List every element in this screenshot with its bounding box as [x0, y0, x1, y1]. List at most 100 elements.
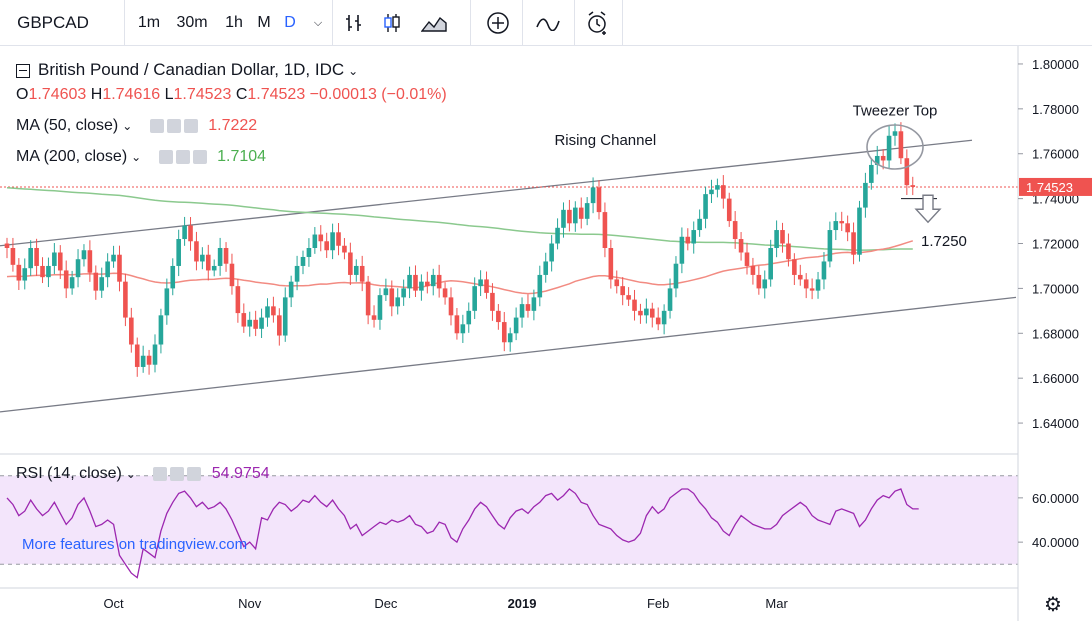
- candle: [803, 273, 809, 299]
- down-arrow-icon: [914, 194, 942, 224]
- interval-dropdown-chevron-down-icon[interactable]: ⌵: [313, 17, 323, 29]
- candle: [501, 312, 507, 352]
- candle: [235, 279, 241, 323]
- candle-body: [413, 274, 418, 291]
- ma50-remove-close-icon[interactable]: [183, 118, 198, 133]
- candle: [857, 200, 862, 262]
- alert-clock-icon[interactable]: [580, 0, 616, 46]
- tweezer-top-label: Tweezer Top: [853, 103, 938, 120]
- ma200-remove-close-icon[interactable]: [192, 149, 207, 164]
- ma50-chevron-down-icon[interactable]: ⌄: [122, 119, 133, 133]
- candle-body: [590, 187, 596, 204]
- candle: [726, 192, 732, 227]
- rsi-remove-close-icon[interactable]: [187, 466, 202, 481]
- candle-body: [383, 288, 389, 296]
- candle: [10, 237, 16, 272]
- tradingview-watermark-link[interactable]: More features on tradingview.com: [22, 536, 248, 553]
- chart-settings-gear-icon[interactable]: ⚙: [1044, 594, 1062, 616]
- ma50-legend[interactable]: MA (50, close) ⌄ 1.7222: [16, 117, 257, 135]
- last-price-badge-label: 1.74523: [1026, 180, 1073, 195]
- candle: [46, 257, 51, 288]
- ohlc-legend: O1.74603 H1.74616 L1.74523 C1.74523 −0.0…: [16, 86, 447, 104]
- candle-body: [726, 198, 732, 222]
- candle-body: [312, 234, 318, 248]
- candle-body: [466, 310, 472, 325]
- interval-month-button[interactable]: M: [257, 14, 271, 31]
- rsi-legend[interactable]: RSI (14, close) ⌄ 54.9754: [16, 465, 270, 483]
- candle-body: [892, 131, 898, 136]
- candle-body: [407, 274, 412, 289]
- last-price-badge: [1019, 177, 1092, 196]
- candle-body: [194, 241, 199, 262]
- candle-body: [602, 212, 608, 248]
- candle-body: [188, 225, 193, 242]
- add-indicator-icon[interactable]: [480, 0, 516, 46]
- candle: [738, 232, 744, 261]
- interval-1m-button[interactable]: 1m: [137, 14, 161, 31]
- candle: [259, 308, 264, 338]
- indicators-icon[interactable]: [528, 0, 568, 46]
- candle: [815, 271, 821, 299]
- candle-body: [63, 270, 69, 289]
- candle: [63, 260, 69, 299]
- candle: [780, 222, 785, 253]
- chart-canvas[interactable]: Tweezer Top Rising Channel 1.7250 1.80000 1…: [0, 46, 1092, 621]
- candle-body: [496, 310, 501, 323]
- interval-30m-button[interactable]: 30m: [176, 14, 208, 31]
- candle-body: [561, 209, 566, 228]
- candle-body: [608, 248, 614, 280]
- candle: [99, 267, 105, 298]
- candle-style-icon[interactable]: [374, 0, 410, 46]
- candle-body: [348, 252, 353, 275]
- candle: [561, 202, 566, 238]
- ma200-visibility-eye-icon[interactable]: [158, 149, 173, 164]
- title-chevron-down-icon[interactable]: ⌄: [348, 64, 359, 78]
- candle: [649, 302, 655, 328]
- interval-day-button[interactable]: D: [284, 14, 296, 31]
- candle-body: [359, 265, 365, 282]
- candle-body: [614, 279, 620, 287]
- ma200-legend[interactable]: MA (200, close) ⌄ 1.7104: [16, 148, 266, 166]
- collapse-icon[interactable]: [16, 63, 30, 78]
- candle: [797, 264, 803, 286]
- ma50-settings-gear-icon[interactable]: [166, 118, 181, 133]
- candle: [217, 237, 223, 276]
- candle: [839, 211, 845, 232]
- rsi-settings-gear-icon[interactable]: [170, 466, 185, 481]
- candle-body: [661, 310, 667, 325]
- candle-body: [277, 315, 282, 336]
- symbol-legend[interactable]: British Pound / Canadian Dollar, 1D, IDC…: [16, 60, 358, 80]
- time-tick-label: Dec: [374, 596, 398, 611]
- symbol-search-button[interactable]: GBPCAD: [17, 13, 89, 32]
- candle-body: [667, 288, 673, 311]
- area-style-icon[interactable]: [414, 0, 454, 46]
- candle: [271, 296, 276, 323]
- candle: [336, 223, 341, 256]
- candle-body: [703, 194, 708, 219]
- candle-body: [265, 306, 270, 318]
- ma200-settings-gear-icon[interactable]: [175, 149, 190, 164]
- candle: [827, 221, 833, 268]
- candle-body: [774, 230, 779, 248]
- ma50-visibility-eye-icon[interactable]: [149, 118, 164, 133]
- toolbar: GBPCAD 1m 30m 1h M D ⌵: [0, 0, 1092, 46]
- ohlc-close-value: 1.74523: [247, 86, 306, 103]
- candle-body: [519, 304, 525, 318]
- candle: [756, 265, 762, 295]
- rsi-chevron-down-icon[interactable]: ⌄: [125, 467, 136, 481]
- rsi-visibility-eye-icon[interactable]: [153, 466, 168, 481]
- candle: [869, 159, 874, 190]
- candle-body: [182, 225, 187, 240]
- candle: [395, 288, 401, 315]
- candle-body: [205, 254, 211, 271]
- bar-style-icon[interactable]: [336, 0, 372, 46]
- candle-body: [140, 355, 146, 367]
- candle-body: [336, 232, 341, 246]
- ohlc-close-label: C: [235, 86, 248, 103]
- candle-body: [158, 315, 164, 345]
- interval-1h-button[interactable]: 1h: [225, 14, 243, 31]
- candle: [188, 217, 193, 251]
- candle-body: [537, 274, 543, 298]
- ma200-chevron-down-icon[interactable]: ⌄: [131, 150, 142, 164]
- candle-body: [253, 319, 258, 329]
